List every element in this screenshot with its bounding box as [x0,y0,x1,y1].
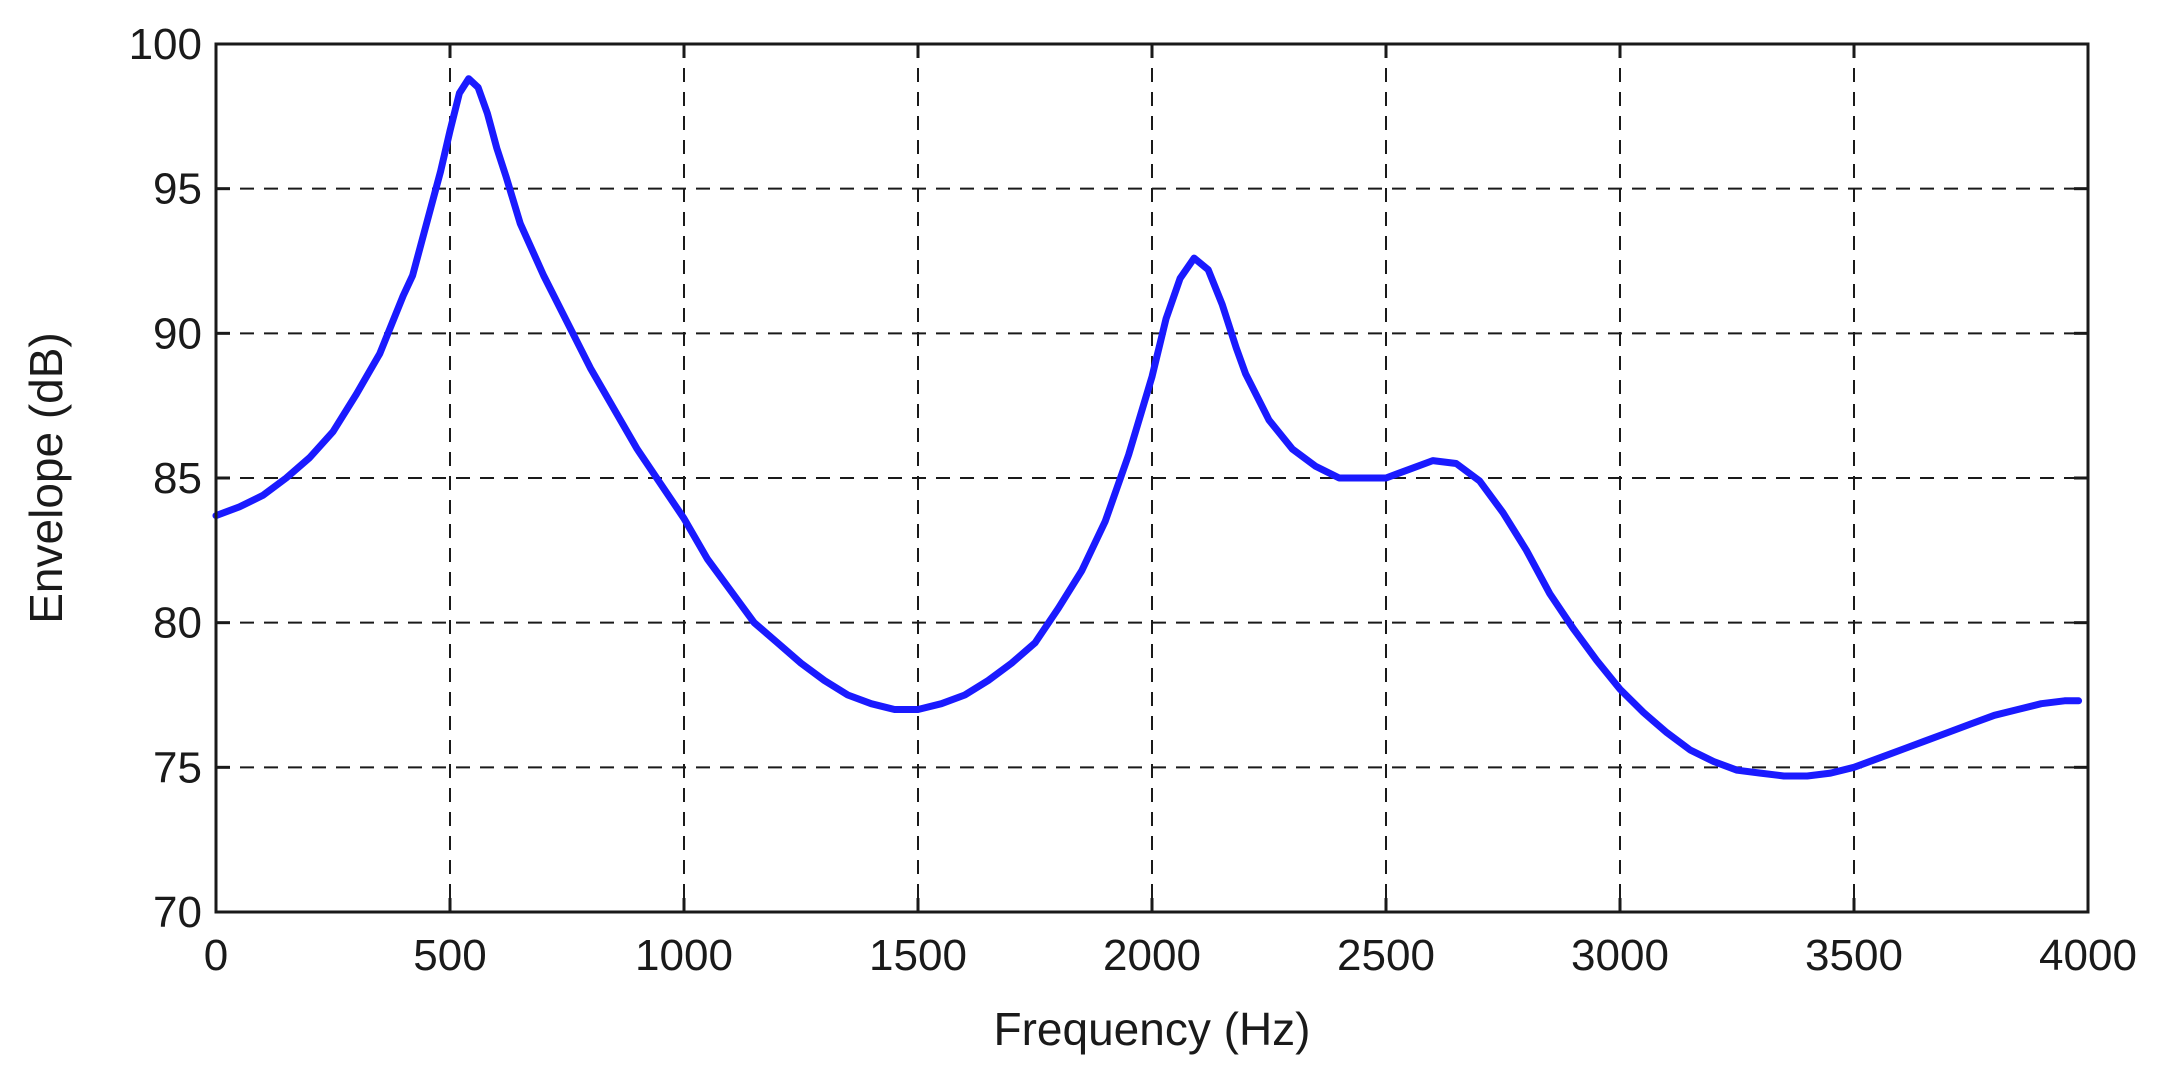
tick-marks [214,42,2090,914]
y-tick-label: 95 [153,165,202,214]
x-tick-label: 2000 [1103,931,1201,980]
x-tick-label: 500 [413,931,486,980]
x-axis-title: Frequency (Hz) [994,1003,1311,1055]
y-tick-labels: 70 75 80 85 90 95 100 [129,20,202,937]
series-group [212,75,2083,780]
x-tick-label: 0 [204,931,228,980]
x-tick-label: 1000 [635,931,733,980]
series-line [212,75,2083,780]
x-tick-label: 1500 [869,931,967,980]
y-tick-label: 80 [153,599,202,648]
x-tick-label: 2500 [1337,931,1435,980]
y-tick-label: 90 [153,309,202,358]
x-tick-label: 4000 [2039,931,2137,980]
y-tick-label: 85 [153,454,202,503]
x-tick-label: 3500 [1805,931,1903,980]
x-tick-labels: 0 500 1000 1500 2000 2500 3000 3500 4000 [204,931,2137,980]
y-axis-title: Envelope (dB) [20,332,72,624]
x-tick-label: 3000 [1571,931,1669,980]
y-tick-label: 70 [153,888,202,937]
y-tick-label: 100 [129,20,202,69]
y-tick-label: 75 [153,743,202,792]
